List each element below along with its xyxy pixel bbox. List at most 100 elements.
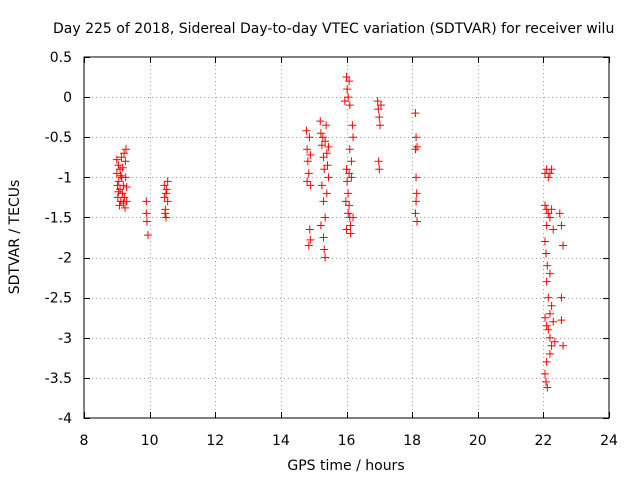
data-point (320, 165, 329, 174)
data-point (303, 177, 312, 186)
data-point (413, 217, 422, 226)
data-point (342, 165, 351, 174)
data-point (322, 149, 331, 158)
x-tick-label: 22 (534, 433, 552, 449)
data-point (163, 177, 172, 186)
data-point (547, 341, 556, 350)
data-point (547, 205, 556, 214)
data-point (547, 165, 556, 174)
data-point (120, 193, 129, 202)
data-point (557, 293, 566, 302)
data-point (547, 301, 556, 310)
plot-frame (83, 56, 610, 419)
data-point (340, 97, 349, 106)
data-point (541, 369, 550, 378)
x-axis-label: GPS time / hours (287, 458, 404, 474)
data-point (411, 145, 420, 154)
data-point (304, 169, 313, 178)
data-point (557, 316, 566, 325)
data-point (549, 317, 558, 326)
data-point (543, 261, 552, 270)
data-point (374, 157, 383, 166)
x-tick-label: 8 (80, 433, 89, 449)
data-point (559, 241, 568, 250)
data-point (347, 173, 356, 182)
data-point (316, 221, 325, 230)
data-point (322, 121, 331, 130)
data-point (303, 157, 312, 166)
data-point (302, 126, 311, 135)
data-point (544, 325, 553, 334)
y-tick-label: -4 (58, 411, 72, 427)
y-tick-label: -2.5 (45, 291, 72, 307)
data-point (542, 377, 550, 386)
data-point (306, 235, 315, 244)
data-point (411, 109, 420, 118)
data-points (112, 73, 568, 392)
data-point (305, 225, 314, 234)
data-point (344, 209, 353, 218)
data-point (121, 157, 130, 166)
data-point (162, 213, 171, 222)
data-point (316, 117, 325, 126)
data-point (559, 341, 568, 350)
data-point (318, 133, 327, 142)
y-tick-label: -3 (58, 331, 72, 347)
y-tick-label: -1.5 (45, 210, 72, 226)
data-point (344, 189, 353, 198)
x-axis-tick-labels: 8 10 12 14 16 18 20 22 24 (80, 433, 618, 449)
y-tick-label: -3.5 (45, 371, 72, 387)
data-point (163, 197, 172, 206)
data-point (343, 85, 352, 94)
data-point (345, 169, 354, 178)
data-point (304, 241, 313, 250)
data-point (542, 249, 550, 258)
data-point (412, 189, 421, 198)
data-point (341, 197, 350, 206)
data-point (142, 209, 151, 218)
data-point (324, 173, 333, 182)
data-point (376, 101, 385, 110)
data-point (345, 201, 354, 210)
y-axis-label: SDTVAR / TECUs (7, 180, 23, 295)
data-point (545, 349, 554, 358)
data-point (542, 321, 551, 330)
chart-title: Day 225 of 2018, Sidereal Day-to-day VTE… (53, 21, 614, 37)
data-point (375, 113, 384, 122)
data-point (542, 221, 551, 230)
data-point (346, 221, 355, 230)
y-tick-label: 0.5 (50, 50, 72, 66)
data-point (324, 142, 333, 151)
data-point (316, 129, 325, 138)
data-point (545, 269, 554, 278)
data-point (142, 197, 151, 206)
data-point (121, 173, 130, 182)
grid-lines (84, 57, 609, 418)
data-point (122, 145, 130, 154)
x-tick-label: 12 (206, 433, 224, 449)
data-point (116, 171, 125, 180)
y-tick-label: -1 (58, 170, 72, 186)
data-point (374, 105, 383, 114)
y-tick-label: 0 (63, 90, 72, 106)
data-point (545, 333, 554, 342)
data-point (544, 293, 553, 302)
data-point (119, 181, 128, 190)
data-point (545, 169, 554, 178)
data-point (412, 197, 421, 206)
data-point (112, 155, 121, 164)
data-point (345, 77, 354, 86)
x-tick-label: 16 (338, 433, 356, 449)
data-point (345, 145, 354, 154)
data-point (375, 165, 384, 174)
data-point (319, 197, 328, 206)
data-point (541, 201, 550, 210)
data-point (343, 177, 352, 186)
data-point (319, 233, 328, 242)
x-tick-label: 14 (272, 433, 290, 449)
data-point (143, 217, 151, 226)
data-point (114, 187, 123, 196)
data-point (118, 189, 127, 198)
x-tick-label: 24 (600, 433, 618, 449)
